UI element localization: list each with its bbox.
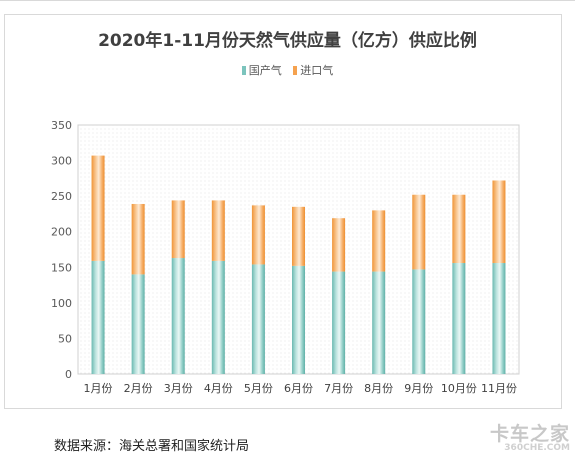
bar-segment xyxy=(372,271,386,374)
x-tick-label: 7月份 xyxy=(324,382,353,395)
bar-segment xyxy=(452,194,466,264)
bar-segment xyxy=(171,200,185,259)
bar-segment xyxy=(292,206,305,266)
bar-segment xyxy=(412,269,426,374)
x-axis: 1月份 2月份 3月份 4月份 5月份 6月份 7月份 8月份 9月份 10月份 11月份 xyxy=(84,382,517,395)
x-tick-label: 3月份 xyxy=(164,382,193,395)
bar-segment xyxy=(131,274,145,374)
bar-segment xyxy=(211,260,225,374)
bar-segment xyxy=(171,258,185,374)
bar-segment xyxy=(91,155,105,261)
watermark-line1: 卡车之家 xyxy=(489,423,570,445)
y-tick-label: 250 xyxy=(51,190,72,203)
x-tick-label: 9月份 xyxy=(404,382,433,395)
y-tick-label: 200 xyxy=(51,226,72,239)
chart-title: 2020年1-11月份天然气供应量（亿方）供应比例 xyxy=(98,31,477,51)
x-tick-label: 6月份 xyxy=(284,382,313,395)
x-tick-label: 2月份 xyxy=(124,382,153,395)
y-axis: 0 50 100 150 200 250 300 350 xyxy=(51,119,72,381)
x-tick-label: 1月份 xyxy=(84,382,113,395)
y-tick-label: 300 xyxy=(51,155,72,168)
bar-segment xyxy=(492,263,506,374)
bar-segment xyxy=(211,200,225,261)
x-tick-label: 8月份 xyxy=(364,382,393,395)
x-tick-label: 10月份 xyxy=(441,382,477,395)
legend-swatch-domestic xyxy=(241,65,246,75)
bars xyxy=(91,155,506,374)
y-tick-label: 0 xyxy=(65,368,72,381)
watermark-logo: 卡车之家 360CHE.COM xyxy=(480,425,570,453)
bar-segment xyxy=(251,205,265,265)
chart-legend: 国产气 进口气 xyxy=(0,62,575,78)
page-top-rule xyxy=(0,0,575,1)
legend-item-imported: 进口气 xyxy=(293,62,333,78)
y-tick-label: 150 xyxy=(51,261,72,274)
bar-segment xyxy=(332,271,346,374)
bar-segment xyxy=(251,264,265,374)
bar-segment xyxy=(332,218,346,272)
source-note: 数据来源：海关总署和国家统计局 xyxy=(54,439,250,454)
bar-segment xyxy=(492,180,506,264)
legend-swatch-imported xyxy=(293,65,298,75)
y-tick-label: 350 xyxy=(51,119,72,132)
legend-label-domestic: 国产气 xyxy=(248,64,282,77)
bar-segment xyxy=(452,263,466,374)
x-tick-label: 11月份 xyxy=(481,382,517,395)
bar-segment xyxy=(91,260,105,374)
y-tick-label: 100 xyxy=(51,297,72,310)
x-tick-label: 4月份 xyxy=(204,382,233,395)
y-tick-label: 50 xyxy=(58,332,72,345)
bar-segment xyxy=(131,203,145,275)
watermark-line2: 360CHE.COM xyxy=(504,443,570,453)
bar-segment xyxy=(372,210,386,272)
x-tick-label: 5月份 xyxy=(244,382,273,395)
bar-segment xyxy=(412,194,426,270)
legend-item-domestic: 国产气 xyxy=(241,62,282,78)
bar-segment xyxy=(292,265,305,374)
legend-label-imported: 进口气 xyxy=(300,64,334,77)
